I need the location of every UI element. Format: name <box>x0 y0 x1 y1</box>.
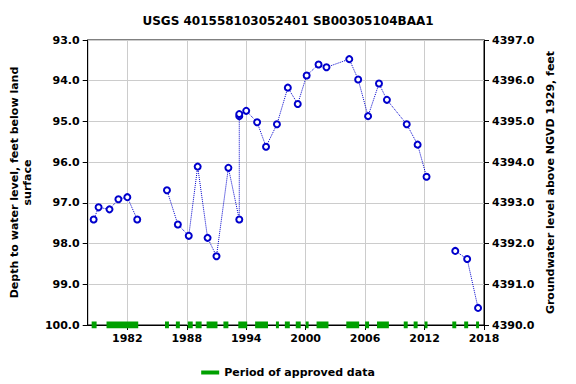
svg-text:2000: 2000 <box>290 332 321 345</box>
svg-text:98.0: 98.0 <box>53 237 80 250</box>
svg-text:94.0: 94.0 <box>53 74 80 87</box>
svg-text:4396.0: 4396.0 <box>492 74 535 87</box>
svg-text:Depth to water level, feet bel: Depth to water level, feet below land <box>8 67 21 299</box>
svg-text:4395.0: 4395.0 <box>492 115 535 128</box>
svg-text:4393.0: 4393.0 <box>492 196 535 209</box>
svg-text:2018: 2018 <box>469 332 500 345</box>
svg-text:surface: surface <box>21 160 34 206</box>
svg-text:2012: 2012 <box>409 332 440 345</box>
svg-text:4397.0: 4397.0 <box>492 34 535 47</box>
svg-text:4392.0: 4392.0 <box>492 237 535 250</box>
svg-text:1982: 1982 <box>112 332 143 345</box>
svg-text:97.0: 97.0 <box>53 196 80 209</box>
svg-text:2006: 2006 <box>350 332 381 345</box>
svg-text:4391.0: 4391.0 <box>492 278 535 291</box>
svg-text:USGS 401558103052401 SB0030510: USGS 401558103052401 SB00305104BAA1 <box>142 14 433 28</box>
svg-text:96.0: 96.0 <box>53 156 80 169</box>
svg-text:4390.0: 4390.0 <box>492 319 535 332</box>
svg-text:Period of approved data: Period of approved data <box>224 366 375 379</box>
svg-text:1988: 1988 <box>171 332 202 345</box>
svg-text:95.0: 95.0 <box>53 115 80 128</box>
svg-text:1994: 1994 <box>231 332 262 345</box>
svg-text:93.0: 93.0 <box>53 34 80 47</box>
svg-text:99.0: 99.0 <box>53 278 80 291</box>
svg-text:100.0: 100.0 <box>45 319 80 332</box>
svg-text:4394.0: 4394.0 <box>492 156 535 169</box>
svg-text:Groundwater level above NGVD 1: Groundwater level above NGVD 1929, feet <box>544 51 557 314</box>
